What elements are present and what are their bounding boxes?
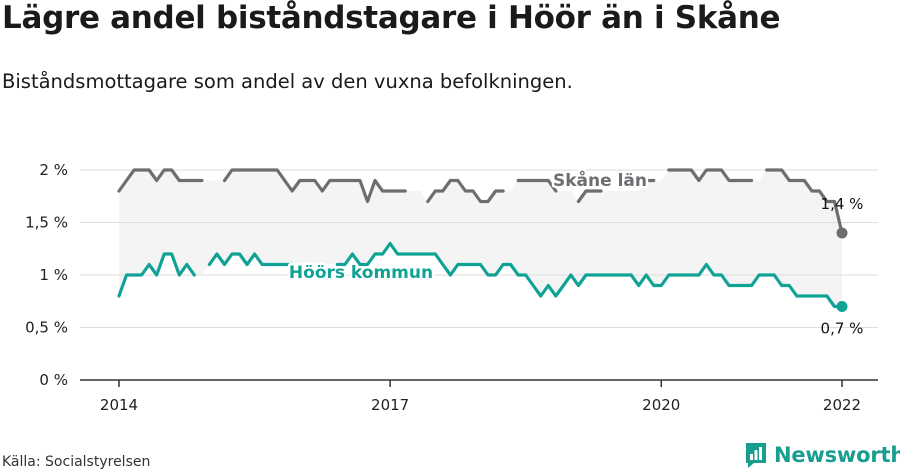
range-band bbox=[119, 170, 842, 307]
newsworthy-logo-icon bbox=[746, 443, 766, 468]
series-line-skane bbox=[117, 168, 204, 193]
series-line-hoor bbox=[207, 252, 294, 267]
y-tick-label: 2 % bbox=[39, 161, 68, 179]
gridlines bbox=[80, 169, 878, 328]
x-tick-label: 2022 bbox=[823, 396, 861, 414]
chart-title: Lägre andel biståndstagare i Höör än i S… bbox=[2, 0, 781, 36]
series-labels: 1,4 % 0,7 % Skåne län Höörs kommun bbox=[286, 167, 864, 338]
series-line-hoor bbox=[117, 252, 196, 298]
y-tick-label: 1,5 % bbox=[25, 214, 68, 232]
end-point-skane bbox=[836, 227, 848, 239]
chart-subtitle: Biståndsmottagare som andel av den vuxna… bbox=[2, 70, 573, 93]
series-line-skane bbox=[667, 168, 754, 183]
x-tick-label: 2020 bbox=[642, 396, 680, 414]
brand-name: Newsworthy bbox=[774, 443, 900, 467]
y-tick-label: 1 % bbox=[39, 266, 68, 284]
series-line-hoor bbox=[335, 241, 844, 309]
series-line-skane bbox=[222, 168, 407, 204]
series-name-label-hoor: Höörs kommun bbox=[289, 263, 433, 283]
end-value-label-hoor: 0,7 % bbox=[821, 320, 864, 338]
source-note: Källa: Socialstyrelsen bbox=[2, 454, 151, 470]
x-tick-label: 2017 bbox=[371, 396, 409, 414]
y-tick-label: 0 % bbox=[39, 371, 68, 389]
range-band-area bbox=[119, 170, 842, 307]
y-axis-labels: 0 % 0,5 % 1 % 1,5 % 2 % bbox=[25, 161, 68, 389]
series-line-skane bbox=[516, 178, 558, 193]
x-axis: 2014 2017 2020 2022 bbox=[80, 379, 878, 414]
series-name-label-skane: Skåne län bbox=[553, 169, 647, 191]
series bbox=[117, 168, 848, 312]
end-value-label-skane: 1,4 % bbox=[821, 195, 864, 213]
series-line-skane bbox=[576, 189, 603, 204]
x-tick-label: 2014 bbox=[100, 396, 138, 414]
series-line-skane bbox=[765, 168, 844, 235]
series-line-skane bbox=[426, 178, 505, 204]
end-point-hoor bbox=[836, 301, 848, 312]
brand-logo: Newsworthy bbox=[744, 441, 900, 469]
y-tick-label: 0,5 % bbox=[25, 319, 68, 337]
